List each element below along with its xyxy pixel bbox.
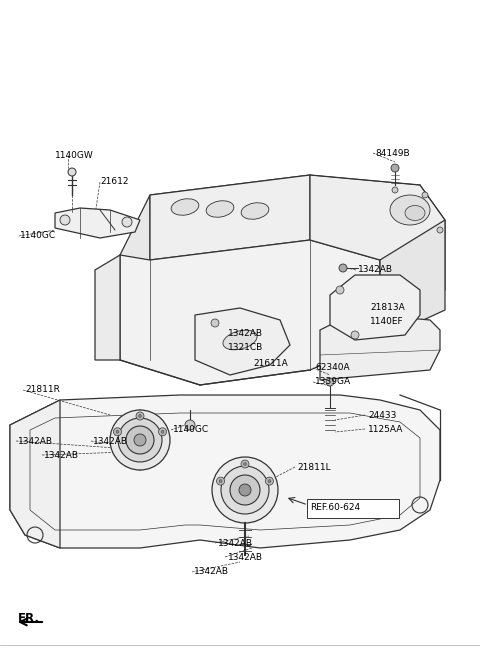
Text: 21811L: 21811L — [297, 463, 331, 472]
Circle shape — [239, 484, 251, 496]
Circle shape — [221, 466, 269, 514]
Polygon shape — [310, 175, 445, 310]
Circle shape — [336, 286, 344, 294]
Circle shape — [139, 415, 142, 417]
Circle shape — [268, 480, 271, 483]
Text: 1140GW: 1140GW — [55, 150, 94, 160]
Text: 1342AB: 1342AB — [218, 539, 253, 547]
Polygon shape — [380, 220, 445, 340]
Text: FR.: FR. — [18, 612, 40, 625]
Text: REF.60-624: REF.60-624 — [310, 503, 360, 512]
Circle shape — [437, 227, 443, 233]
Polygon shape — [330, 275, 420, 340]
Circle shape — [326, 378, 334, 386]
Circle shape — [158, 428, 167, 436]
Polygon shape — [115, 410, 165, 470]
Text: 1140GC: 1140GC — [20, 231, 56, 240]
Circle shape — [136, 412, 144, 420]
Circle shape — [391, 164, 399, 172]
Text: 21612: 21612 — [100, 177, 129, 187]
Text: 62340A: 62340A — [315, 363, 349, 373]
Circle shape — [118, 418, 162, 462]
FancyBboxPatch shape — [307, 499, 399, 518]
Text: 1342AB: 1342AB — [194, 568, 229, 576]
Circle shape — [265, 477, 274, 485]
Circle shape — [216, 477, 225, 485]
Circle shape — [243, 463, 247, 466]
Circle shape — [68, 168, 76, 176]
Text: 1339GA: 1339GA — [315, 378, 351, 386]
Text: 1342AB: 1342AB — [228, 330, 263, 338]
Text: 1342AB: 1342AB — [93, 436, 128, 445]
Circle shape — [241, 460, 249, 468]
Ellipse shape — [206, 201, 234, 217]
Ellipse shape — [171, 199, 199, 215]
Ellipse shape — [405, 206, 425, 221]
Text: 1140GC: 1140GC — [173, 426, 209, 434]
Polygon shape — [120, 240, 380, 385]
Polygon shape — [55, 208, 140, 238]
Polygon shape — [195, 308, 290, 375]
Ellipse shape — [390, 195, 430, 225]
Text: 24433: 24433 — [368, 411, 396, 420]
Circle shape — [122, 217, 132, 227]
Text: 1342AB: 1342AB — [228, 553, 263, 562]
Circle shape — [185, 420, 195, 430]
Text: 1342AB: 1342AB — [44, 451, 79, 459]
Circle shape — [211, 319, 219, 327]
Circle shape — [339, 264, 347, 272]
Text: 21813A: 21813A — [370, 302, 405, 311]
Text: 84149B: 84149B — [375, 148, 409, 158]
Circle shape — [116, 430, 119, 434]
Circle shape — [230, 475, 260, 505]
Circle shape — [392, 187, 398, 193]
Polygon shape — [10, 400, 60, 548]
Polygon shape — [120, 195, 150, 320]
Polygon shape — [150, 175, 310, 260]
Ellipse shape — [223, 330, 257, 350]
Text: 21811R: 21811R — [25, 386, 60, 394]
Circle shape — [161, 430, 164, 434]
Text: 1140EF: 1140EF — [370, 317, 404, 325]
Text: 1342AB: 1342AB — [358, 265, 393, 275]
Text: 1321CB: 1321CB — [228, 342, 263, 351]
Circle shape — [212, 457, 278, 523]
Polygon shape — [150, 175, 380, 260]
Polygon shape — [95, 255, 120, 360]
Circle shape — [219, 480, 222, 483]
Polygon shape — [10, 395, 440, 548]
Circle shape — [422, 192, 428, 198]
Polygon shape — [320, 315, 440, 380]
Circle shape — [110, 410, 170, 470]
Circle shape — [113, 428, 121, 436]
Ellipse shape — [241, 203, 269, 219]
Circle shape — [126, 426, 154, 454]
Text: 1342AB: 1342AB — [18, 436, 53, 445]
Text: 1125AA: 1125AA — [368, 424, 403, 434]
Circle shape — [351, 331, 359, 339]
Circle shape — [134, 434, 146, 446]
Circle shape — [60, 215, 70, 225]
Text: 21611A: 21611A — [253, 359, 288, 367]
